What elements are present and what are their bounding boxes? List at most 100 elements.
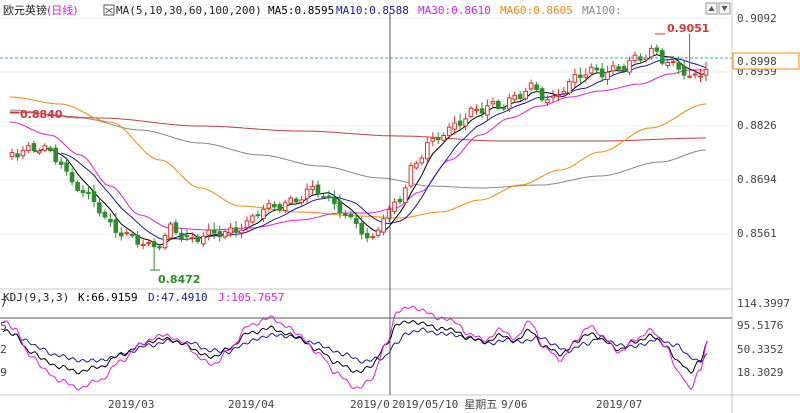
- candle-body[interactable]: [20, 149, 26, 157]
- candle-body[interactable]: [135, 235, 140, 245]
- candle-body[interactable]: [288, 197, 293, 204]
- candle-body[interactable]: [239, 229, 244, 234]
- candle-body[interactable]: [523, 90, 529, 100]
- candle-body[interactable]: [479, 108, 485, 114]
- candle-body[interactable]: [255, 214, 261, 217]
- candle-body[interactable]: [561, 91, 567, 94]
- candle-body[interactable]: [660, 50, 665, 64]
- candle-body[interactable]: [217, 231, 222, 238]
- candle-body[interactable]: [53, 147, 59, 163]
- candle-body[interactable]: [190, 237, 195, 240]
- candle-body[interactable]: [315, 184, 321, 195]
- candle-body[interactable]: [621, 66, 627, 72]
- candle-body[interactable]: [550, 95, 556, 99]
- candle-body[interactable]: [31, 143, 37, 152]
- candle-body[interactable]: [80, 190, 86, 194]
- candle-body[interactable]: [26, 145, 31, 151]
- candle-body[interactable]: [151, 241, 157, 248]
- candle-body[interactable]: [37, 150, 42, 154]
- candle-body[interactable]: [452, 122, 457, 130]
- candle-body[interactable]: [539, 88, 545, 101]
- candle-body[interactable]: [605, 71, 610, 81]
- candle-body[interactable]: [681, 65, 687, 76]
- candle-body[interactable]: [201, 235, 206, 245]
- candle-body[interactable]: [250, 215, 255, 223]
- candle-body[interactable]: [64, 162, 69, 172]
- candle-body[interactable]: [42, 145, 48, 151]
- candle-body[interactable]: [348, 214, 354, 218]
- candle-body[interactable]: [474, 108, 479, 112]
- candle-body[interactable]: [69, 172, 75, 183]
- candle-body[interactable]: [403, 187, 408, 204]
- candle-body[interactable]: [507, 97, 512, 110]
- candle-body[interactable]: [277, 204, 283, 211]
- candle-body[interactable]: [91, 191, 97, 202]
- candle-body[interactable]: [179, 232, 184, 239]
- candle-body[interactable]: [321, 196, 326, 199]
- candle-body[interactable]: [282, 202, 288, 212]
- candle-body[interactable]: [9, 152, 15, 158]
- candle-body[interactable]: [113, 219, 119, 233]
- candle-body[interactable]: [195, 236, 201, 242]
- candle-body[interactable]: [293, 198, 299, 203]
- candle-body[interactable]: [162, 235, 168, 249]
- candle-body[interactable]: [370, 236, 375, 239]
- candle-body[interactable]: [168, 223, 173, 239]
- candle-body[interactable]: [468, 107, 474, 118]
- candle-body[interactable]: [583, 74, 589, 78]
- candle-body[interactable]: [102, 211, 108, 218]
- candle-body[interactable]: [15, 153, 20, 158]
- candle-body[interactable]: [397, 199, 403, 203]
- candle-body[interactable]: [610, 65, 616, 72]
- candle-body[interactable]: [687, 75, 692, 78]
- candle-body[interactable]: [48, 147, 53, 152]
- ma-toggle-icon[interactable]: [103, 4, 115, 16]
- candle-body[interactable]: [665, 62, 671, 66]
- candle-body[interactable]: [157, 246, 162, 249]
- candle-body[interactable]: [578, 74, 583, 78]
- candle-body[interactable]: [599, 68, 605, 78]
- candle-body[interactable]: [119, 232, 124, 237]
- candle-body[interactable]: [228, 227, 233, 234]
- candle-body[interactable]: [512, 94, 518, 100]
- candle-body[interactable]: [359, 223, 364, 235]
- candle-body[interactable]: [299, 199, 304, 203]
- candle-body[interactable]: [381, 218, 386, 233]
- scroll-up-button[interactable]: [705, 2, 718, 15]
- candle-body[interactable]: [419, 157, 425, 164]
- candle-body[interactable]: [58, 161, 64, 165]
- candle-body[interactable]: [567, 81, 572, 94]
- candle-body[interactable]: [408, 165, 414, 187]
- candle-body[interactable]: [556, 94, 561, 98]
- candle-body[interactable]: [392, 201, 397, 212]
- candle-body[interactable]: [364, 232, 370, 239]
- candle-body[interactable]: [616, 66, 621, 70]
- candle-body[interactable]: [649, 47, 654, 58]
- candle-body[interactable]: [654, 47, 660, 52]
- candle-body[interactable]: [517, 94, 523, 99]
- candle-body[interactable]: [272, 204, 277, 208]
- candle-body[interactable]: [375, 229, 381, 236]
- candle-body[interactable]: [496, 100, 501, 110]
- candle-body[interactable]: [670, 61, 676, 63]
- candle-body[interactable]: [545, 99, 550, 103]
- candle-body[interactable]: [266, 203, 272, 209]
- candle-body[interactable]: [332, 197, 337, 205]
- candle-body[interactable]: [97, 202, 102, 214]
- candle-body[interactable]: [222, 231, 228, 238]
- candle-body[interactable]: [446, 126, 452, 137]
- candle-body[interactable]: [326, 195, 332, 198]
- candle-body[interactable]: [304, 188, 310, 199]
- candle-body[interactable]: [490, 101, 496, 105]
- candle-body[interactable]: [627, 60, 632, 73]
- candle-body[interactable]: [310, 186, 315, 190]
- candle-body[interactable]: [354, 218, 359, 224]
- candle-body[interactable]: [572, 74, 578, 83]
- candle-body[interactable]: [211, 229, 217, 234]
- candle-body[interactable]: [528, 82, 534, 90]
- candle-body[interactable]: [501, 107, 507, 110]
- candle-body[interactable]: [534, 84, 539, 91]
- candle-body[interactable]: [337, 200, 343, 214]
- candle-body[interactable]: [703, 68, 709, 76]
